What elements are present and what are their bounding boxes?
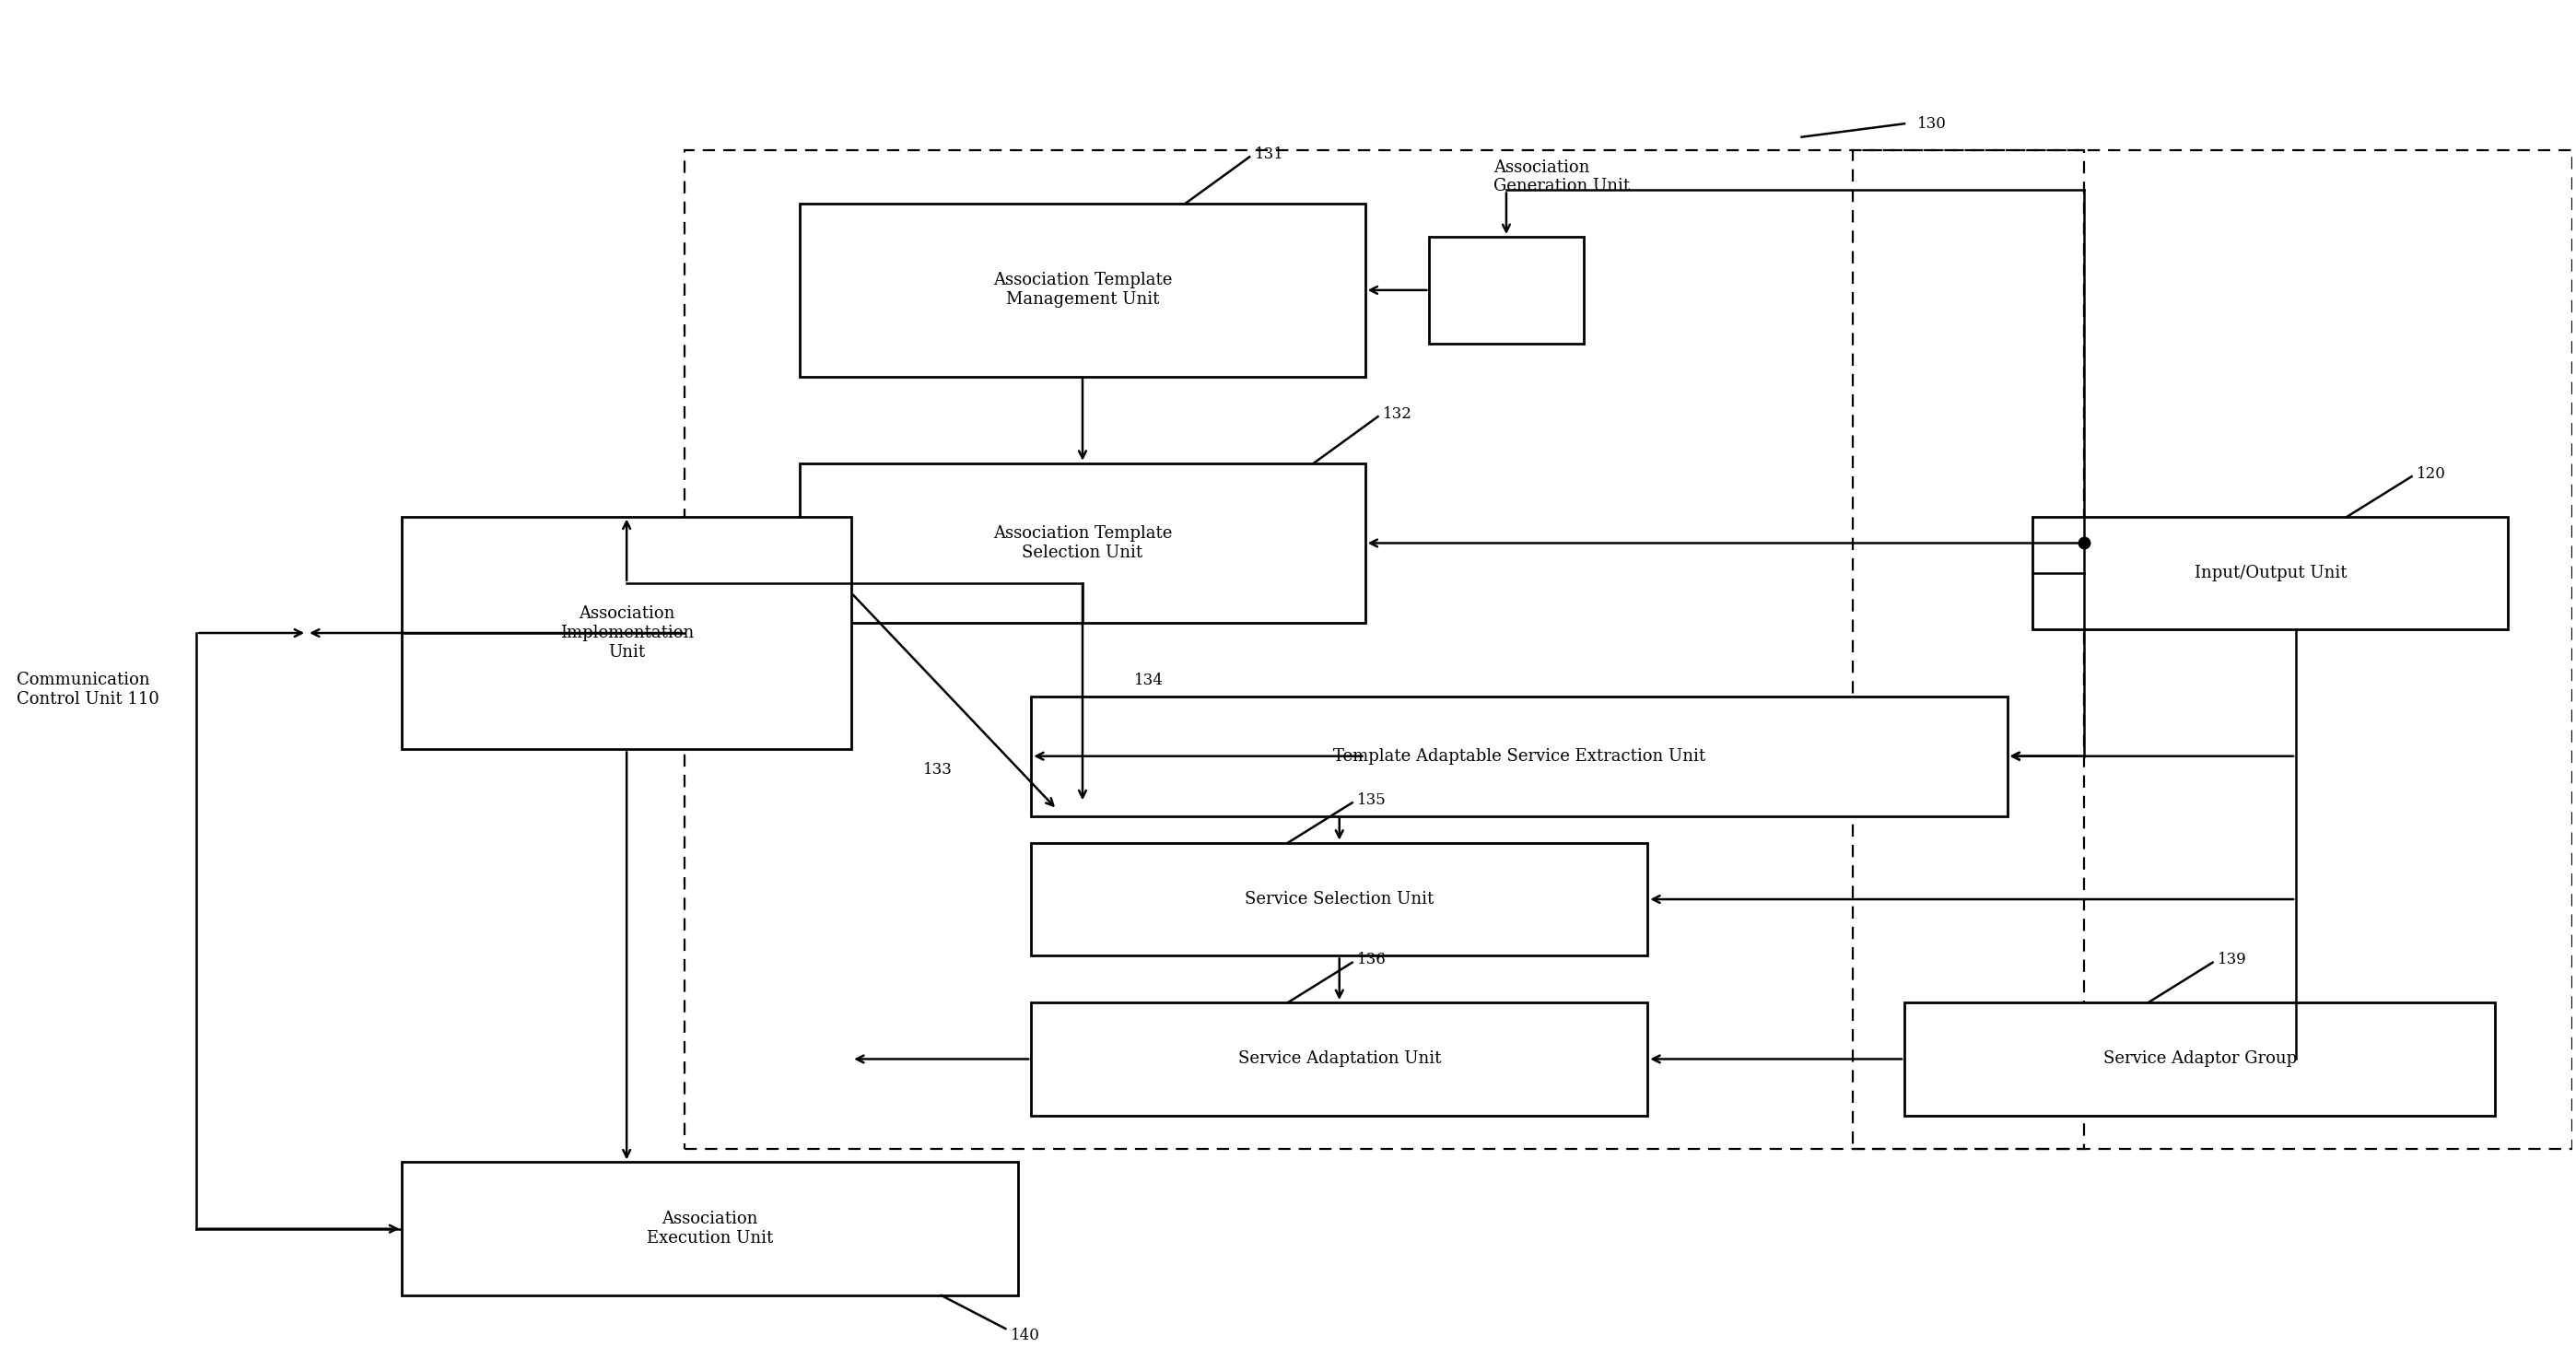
Text: Service Adaptor Group: Service Adaptor Group — [2102, 1051, 2298, 1067]
Text: Association
Implementation
Unit: Association Implementation Unit — [559, 606, 693, 660]
Text: 135: 135 — [1358, 792, 1386, 808]
FancyBboxPatch shape — [1030, 843, 1649, 956]
Text: Service Adaptation Unit: Service Adaptation Unit — [1239, 1051, 1440, 1067]
Text: Service Selection Unit: Service Selection Unit — [1244, 890, 1435, 908]
FancyBboxPatch shape — [1030, 696, 2007, 816]
FancyBboxPatch shape — [1430, 237, 1584, 343]
FancyBboxPatch shape — [2032, 516, 2509, 629]
Text: Template Adaptable Service Extraction Unit: Template Adaptable Service Extraction Un… — [1332, 748, 1705, 765]
Text: 133: 133 — [922, 761, 953, 777]
Text: 120: 120 — [2416, 466, 2447, 482]
FancyBboxPatch shape — [402, 1162, 1018, 1296]
Text: Association
Execution Unit: Association Execution Unit — [647, 1211, 773, 1247]
FancyBboxPatch shape — [1904, 1002, 2496, 1115]
Text: Association
Generation Unit: Association Generation Unit — [1494, 159, 1631, 195]
Text: Input/Output Unit: Input/Output Unit — [2195, 564, 2347, 582]
Text: 140: 140 — [1010, 1328, 1041, 1343]
Text: 132: 132 — [1383, 405, 1412, 422]
FancyBboxPatch shape — [1030, 1002, 1649, 1115]
Text: 134: 134 — [1133, 672, 1164, 688]
FancyBboxPatch shape — [801, 203, 1365, 377]
FancyBboxPatch shape — [402, 516, 853, 749]
Text: Association Template
Selection Unit: Association Template Selection Unit — [992, 525, 1172, 560]
Text: Communication
Control Unit 110: Communication Control Unit 110 — [15, 672, 160, 707]
Text: 130: 130 — [1917, 116, 1947, 132]
Text: 131: 131 — [1255, 147, 1283, 162]
Text: Association Template
Management Unit: Association Template Management Unit — [992, 272, 1172, 308]
Text: 139: 139 — [2218, 952, 2246, 967]
FancyBboxPatch shape — [801, 463, 1365, 622]
Text: 136: 136 — [1358, 952, 1386, 967]
